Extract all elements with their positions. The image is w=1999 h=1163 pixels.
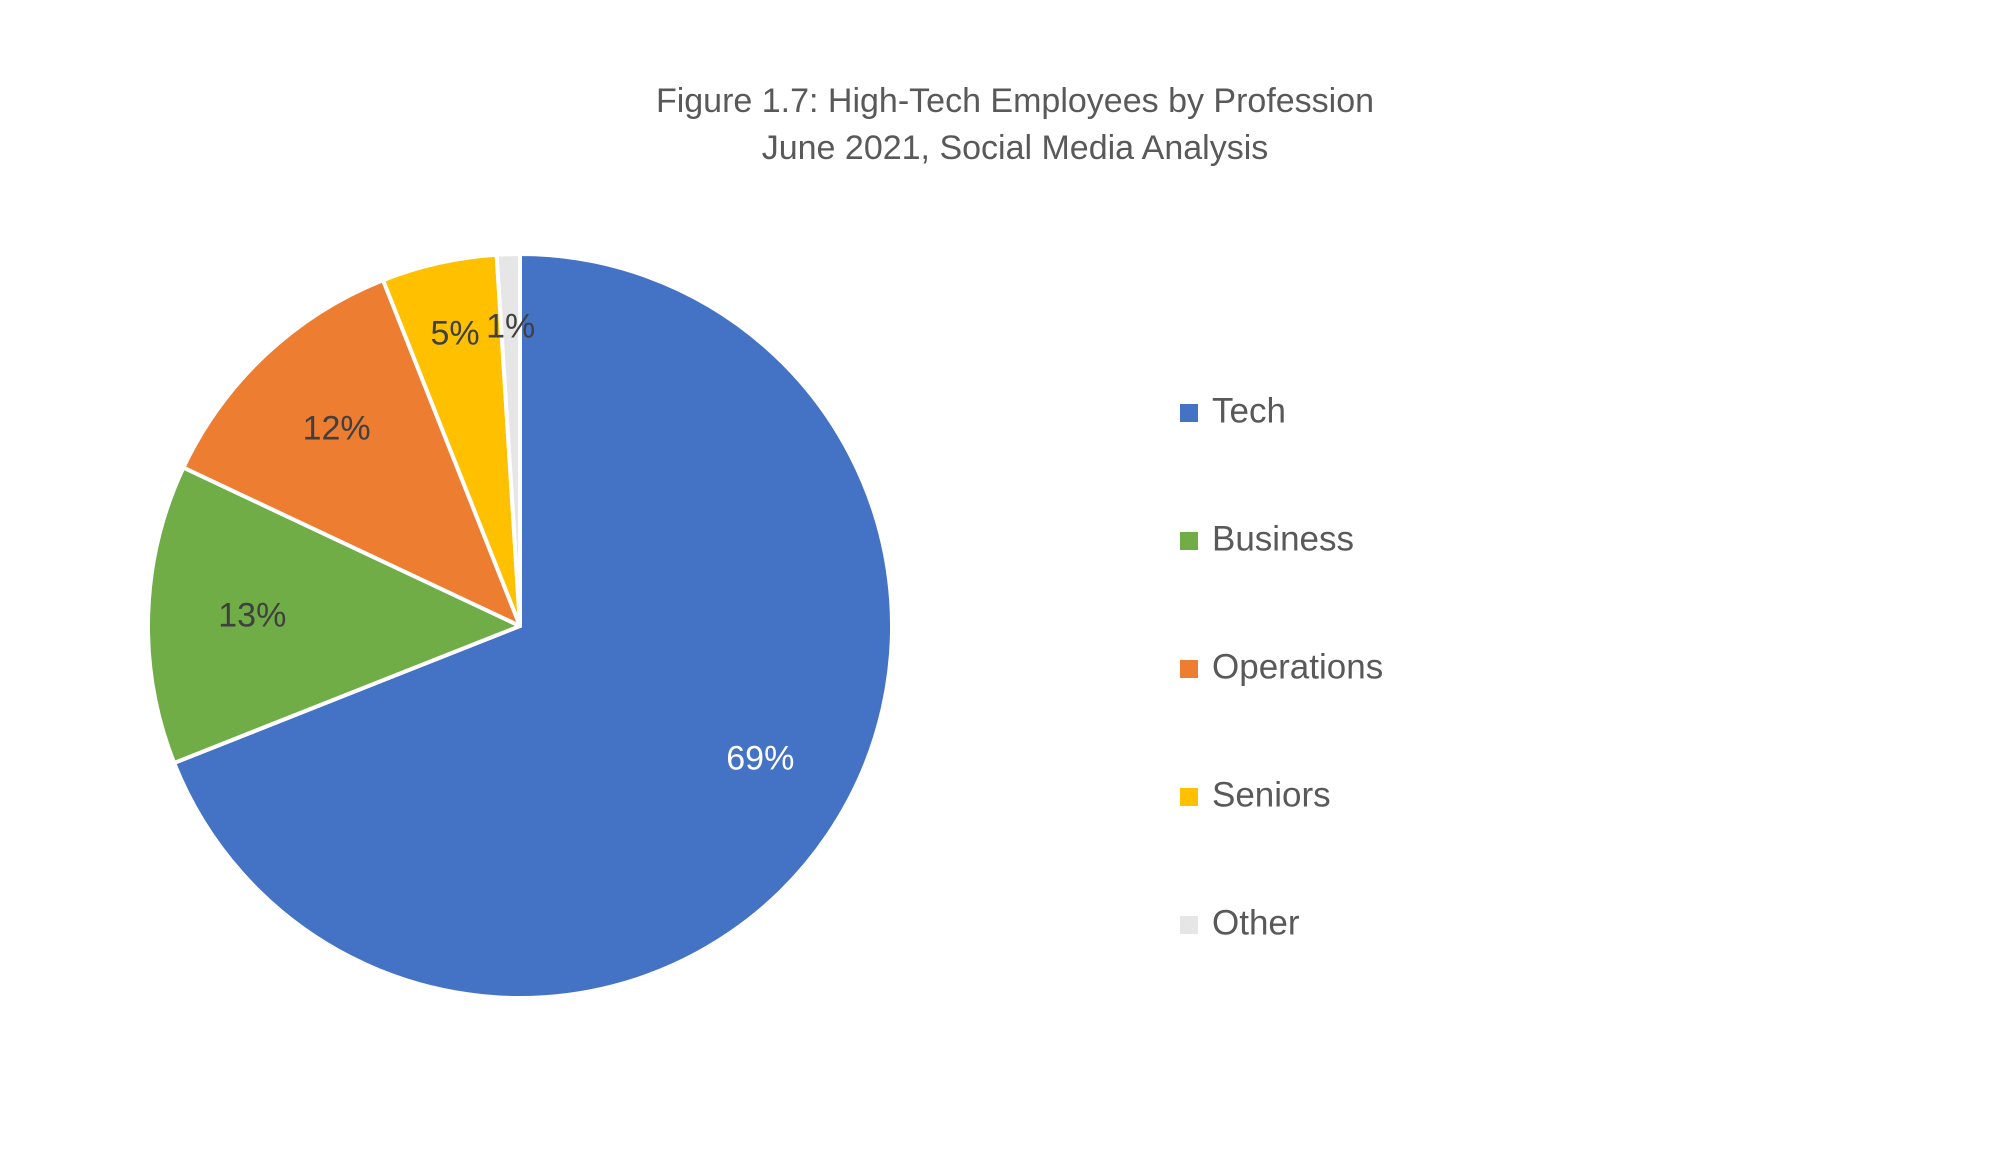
pie-slices (146, 252, 894, 1000)
data-label-tech: 69% (726, 739, 794, 777)
legend-swatch-seniors (1180, 788, 1198, 806)
legend-item-other: Other (1180, 903, 1300, 942)
pie-slice-operations (181, 278, 522, 628)
pie-slice-business (146, 465, 522, 765)
data-label-business: 13% (218, 597, 286, 635)
pie-data-labels: 69% 13% 12% 5% 1% (218, 308, 794, 778)
chart-title: Figure 1.7: High-Tech Employees by Profe… (656, 82, 1374, 120)
legend-label-operations: Operations (1212, 647, 1383, 686)
data-label-seniors: 5% (431, 315, 480, 353)
pie-slice-other (494, 252, 522, 628)
legend-item-seniors: Seniors (1180, 775, 1331, 814)
legend-item-operations: Operations (1180, 647, 1383, 686)
legend-item-tech: Tech (1180, 391, 1286, 430)
data-label-operations: 12% (303, 410, 371, 448)
legend-swatch-business (1180, 532, 1198, 550)
legend-label-seniors: Seniors (1212, 775, 1331, 814)
legend: Tech Business Operations Seniors Other (1180, 391, 1383, 942)
legend-swatch-operations (1180, 660, 1198, 678)
legend-swatch-tech (1180, 404, 1198, 422)
legend-label-other: Other (1212, 903, 1300, 942)
legend-label-tech: Tech (1212, 391, 1286, 430)
legend-swatch-other (1180, 916, 1198, 934)
legend-label-business: Business (1212, 519, 1354, 558)
data-label-other: 1% (486, 308, 535, 346)
legend-item-business: Business (1180, 519, 1354, 558)
pie-slice-tech (172, 252, 894, 1000)
chart-subtitle: June 2021, Social Media Analysis (762, 129, 1269, 167)
